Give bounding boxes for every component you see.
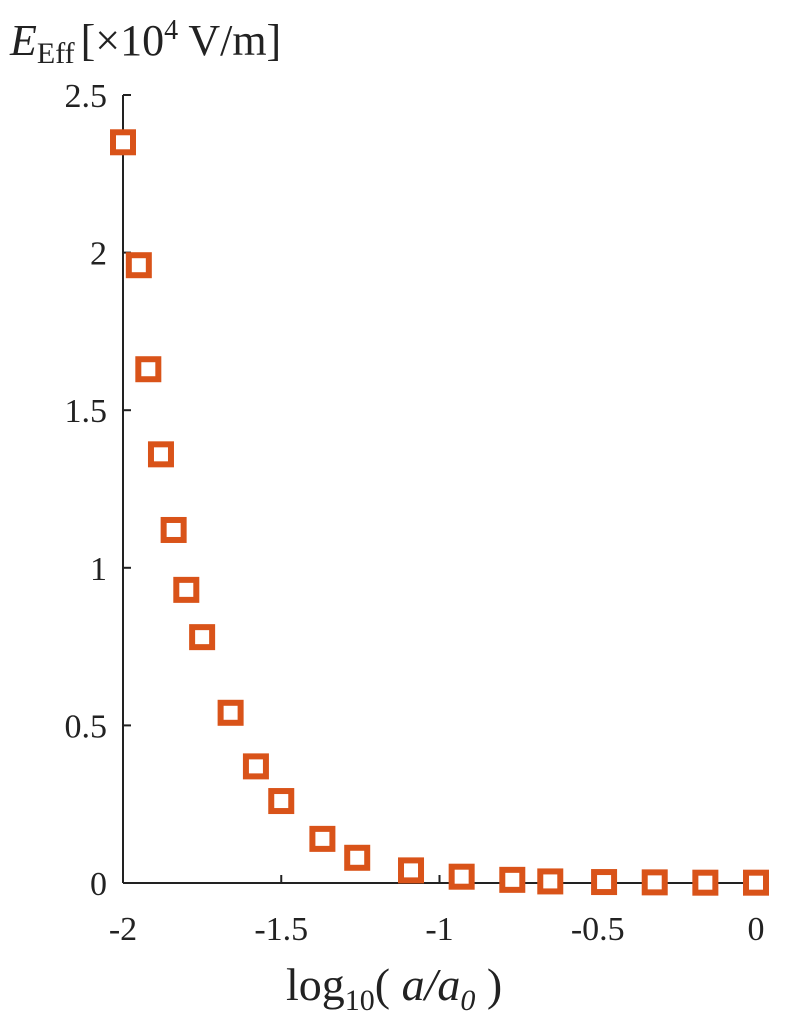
data-point-marker	[242, 753, 269, 780]
data-point-marker	[135, 356, 162, 383]
x-axis-title-a: a	[402, 959, 425, 1010]
data-point-marker	[692, 869, 719, 896]
y-tick-label: 0	[90, 866, 107, 903]
markers	[110, 129, 769, 896]
data-point-marker	[160, 516, 187, 543]
x-axis-title: log10( a/a0 )	[286, 959, 502, 1013]
data-point-marker	[499, 866, 526, 893]
x-axis-title-close: )	[475, 959, 502, 1010]
x-tick-label: -0.5	[571, 911, 625, 948]
data-point-marker	[537, 868, 564, 895]
data-point-marker	[217, 699, 244, 726]
x-axis-title-pre: log	[286, 959, 345, 1010]
y-axis-title-unit-pre: [×10	[81, 16, 164, 65]
y-axis-title-sub: Eff	[37, 37, 75, 70]
data-point-marker	[743, 869, 769, 896]
y-axis-title-unit-post: V/m]	[178, 16, 281, 65]
data-point-marker	[398, 857, 425, 884]
data-point-marker	[189, 624, 216, 651]
data-point-marker	[309, 825, 336, 852]
x-axis-title-slash: /	[422, 959, 442, 1010]
y-axis-title-unit-exp: 4	[164, 15, 178, 46]
data-point-marker	[591, 869, 618, 896]
x-tick-label: 0	[748, 911, 765, 948]
ticks: 0 0.5 1 1.5 2 2.5 -2 -1.5 -1 -0.5 0	[65, 78, 765, 948]
axes	[122, 95, 756, 884]
y-tick-label: 2.5	[65, 78, 108, 115]
y-tick-label: 0.5	[65, 708, 108, 745]
x-tick-label: -1.5	[254, 911, 308, 948]
x-axis-title-sub: 10	[345, 984, 375, 1013]
data-point-marker	[125, 252, 152, 279]
y-tick-label: 1	[90, 551, 107, 588]
x-axis-title-open: (	[375, 959, 402, 1010]
data-point-marker	[147, 441, 174, 468]
x-tick-label: -1	[425, 911, 453, 948]
x-axis-title-a0: a	[437, 959, 460, 1010]
data-point-marker	[173, 576, 200, 603]
y-axis-title: EEff [×104 V/m]	[9, 15, 281, 70]
y-axis-title-main: E	[9, 16, 37, 65]
data-point-marker	[268, 788, 295, 815]
y-tick-label: 1.5	[65, 393, 108, 430]
data-point-marker	[641, 869, 668, 896]
y-tick-label: 2	[90, 236, 107, 273]
data-point-marker	[448, 863, 475, 890]
x-tick-label: -2	[109, 911, 137, 948]
x-axis-title-a0-sub: 0	[460, 984, 475, 1013]
data-point-marker	[344, 844, 371, 871]
data-point-marker	[110, 129, 136, 156]
